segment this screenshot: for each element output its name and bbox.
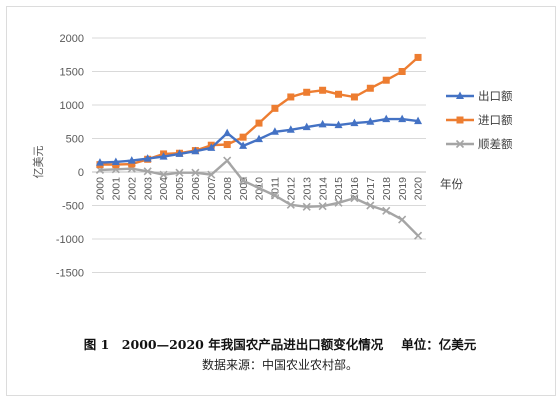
caption-title: 图 1 2000—2020 年我国农产品进出口额变化情况 [83, 337, 384, 352]
x-tick-label: 2013 [301, 177, 313, 201]
data-point [191, 168, 200, 177]
y-tick-label: 2000 [60, 33, 84, 45]
data-point [286, 200, 295, 209]
data-point [175, 168, 184, 177]
figure-caption: 图 1 2000—2020 年我国农产品进出口额变化情况 单位：亿美元 [0, 334, 560, 353]
x-tick-label: 2007 [206, 177, 218, 201]
data-point [303, 88, 311, 96]
data-point [127, 156, 136, 164]
data-point [366, 84, 374, 92]
y-tick-label: 500 [66, 134, 84, 146]
legend-item: 出口额 [446, 89, 513, 103]
data-point [414, 116, 423, 125]
data-point [239, 141, 248, 149]
data-point [175, 149, 184, 157]
data-point [207, 143, 216, 151]
grid [92, 37, 426, 273]
x-tick-label: 2003 [142, 177, 154, 201]
data-point [270, 127, 279, 135]
data-point [382, 114, 391, 123]
data-point [398, 68, 406, 75]
data-point [270, 191, 279, 200]
legend-item: 进口额 [446, 113, 513, 127]
data-point [159, 170, 168, 179]
data-point [255, 119, 263, 127]
data-point [350, 194, 359, 203]
legend-item: 顺差额 [446, 137, 513, 151]
legend-label: 顺差额 [478, 137, 513, 151]
data-source: 数据来源：中国农业农村部。 [201, 358, 358, 372]
data-point [366, 201, 375, 210]
data-point [318, 202, 327, 211]
data-point [350, 93, 358, 101]
data-point [207, 170, 216, 179]
data-point [286, 125, 295, 133]
y-tick-label: 0 [78, 167, 84, 179]
data-point [334, 198, 343, 207]
data-point [382, 76, 390, 84]
data-point [143, 167, 152, 176]
data-point [382, 206, 391, 215]
data-point [302, 122, 311, 131]
legend-label: 出口额 [478, 89, 513, 103]
x-tick-label: 2001 [111, 177, 123, 201]
data-point [398, 114, 407, 123]
data-point [239, 133, 247, 141]
x-tick-label: 2005 [174, 177, 186, 201]
data-point [414, 53, 422, 61]
x-tick-label: 2008 [222, 177, 234, 201]
x-tick-label: 2000 [95, 177, 107, 201]
x-tick-label: 2014 [317, 177, 329, 201]
data-point [223, 156, 232, 165]
data-point [302, 202, 311, 211]
x-tick-label: 2020 [413, 177, 425, 201]
data-point [191, 146, 200, 155]
legend-label: 进口额 [478, 113, 513, 127]
data-point [223, 141, 231, 149]
y-tick-label: 1500 [60, 67, 84, 79]
y-tick-label: -1500 [56, 268, 84, 280]
data-point [255, 134, 263, 143]
data-point [287, 93, 295, 101]
x-tick-label: 2016 [349, 177, 361, 201]
y-axis-label: 亿美元 [32, 145, 45, 178]
data-point [455, 139, 465, 149]
x-tick-label: 2017 [365, 177, 377, 201]
data-point [111, 157, 120, 165]
data-point [239, 176, 248, 185]
data-point [95, 158, 104, 166]
series-line [100, 56, 419, 166]
data-point [254, 184, 264, 193]
x-tick-label: 2018 [381, 177, 393, 201]
data-point [398, 215, 407, 224]
data-point [456, 116, 464, 124]
data-point [319, 86, 327, 94]
data-point [413, 231, 423, 240]
line-chart: 亿美元 年份 2000 1500 1000 500 0 -500 -1000 -1500 200… [32, 33, 513, 280]
x-axis-label: 年份 [440, 177, 463, 191]
x-tick-label: 2012 [285, 177, 297, 201]
y-tick-label: -500 [62, 201, 84, 213]
x-tick-label: 2006 [190, 177, 202, 201]
x-tick-label: 2019 [397, 177, 409, 201]
data-point [143, 154, 152, 162]
data-point [271, 104, 279, 112]
series-1 [95, 114, 423, 166]
x-tick-label: 2004 [158, 177, 170, 201]
data-point [334, 120, 343, 129]
data-point [159, 152, 168, 160]
data-point [456, 91, 464, 99]
data-point [318, 119, 327, 128]
x-tick-label: 2002 [126, 177, 138, 201]
caption-unit: 单位：亿美元 [401, 337, 477, 352]
data-point [350, 118, 359, 127]
data-point [366, 117, 375, 125]
x-tick-label: 2015 [333, 177, 345, 201]
data-point [335, 90, 343, 98]
y-tick-label: -1000 [56, 234, 84, 246]
data-point [128, 160, 136, 168]
data-point [223, 128, 232, 137]
y-tick-label: 1000 [60, 100, 84, 112]
